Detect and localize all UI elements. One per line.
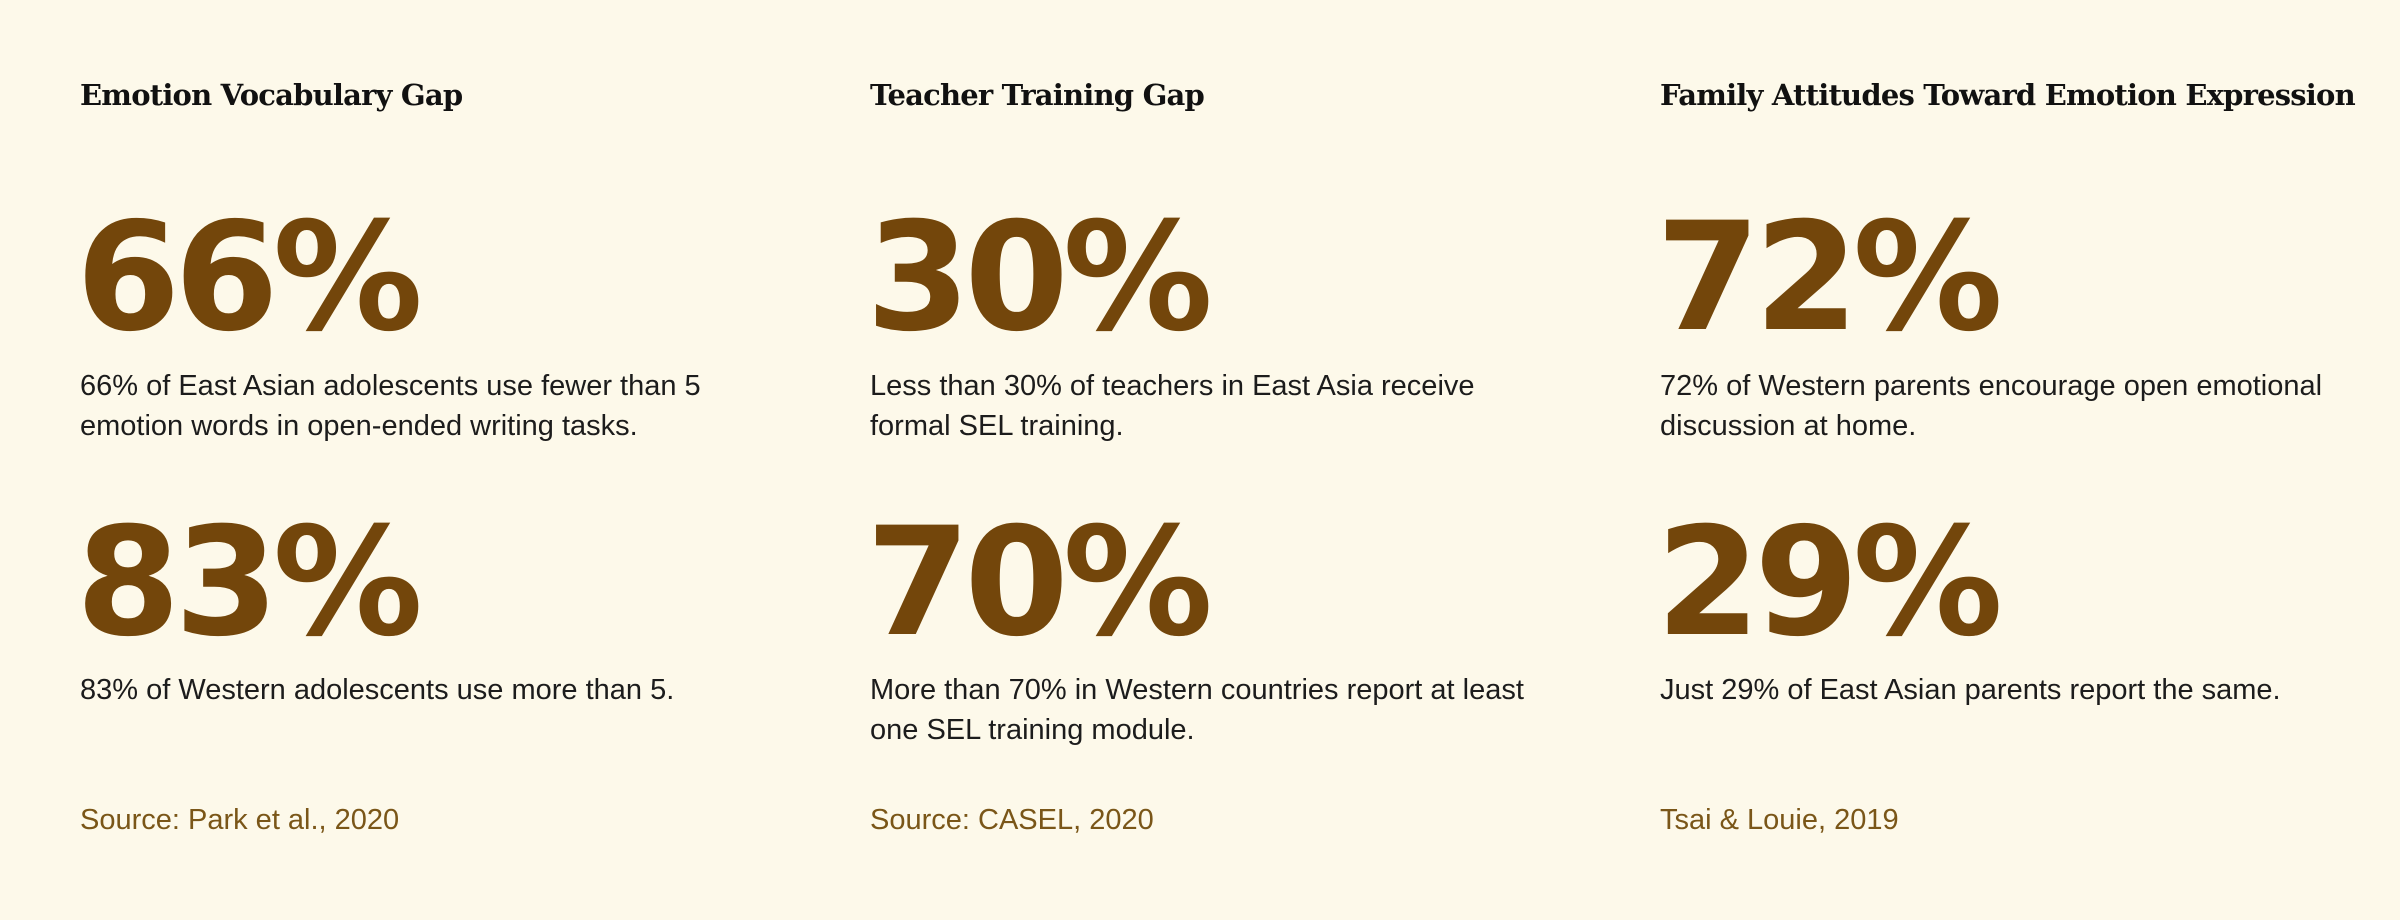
stat-value: 70% bbox=[866, 496, 1213, 670]
stat-value: 83% bbox=[76, 496, 423, 670]
source-citation: Tsai & Louie, 2019 bbox=[1660, 804, 1899, 836]
stat-description: Just 29% of East Asian parents report th… bbox=[1660, 674, 2281, 706]
stat-description: Less than 30% of teachers in East Asia r… bbox=[870, 370, 1475, 442]
column-title: Family Attitudes Toward Emotion Expressi… bbox=[1660, 78, 2356, 112]
source-citation: Source: CASEL, 2020 bbox=[870, 804, 1154, 836]
stat-value: 66% bbox=[76, 191, 423, 365]
stat-value: 30% bbox=[866, 191, 1213, 365]
stat-columns: Emotion Vocabulary Gap 66% 66% of East A… bbox=[76, 0, 2400, 920]
stat-value: 72% bbox=[1656, 191, 2003, 365]
column-family-attitudes: Family Attitudes Toward Emotion Expressi… bbox=[1656, 0, 2380, 920]
stat-description: 83% of Western adolescents use more than… bbox=[80, 674, 675, 706]
stat-description: 72% of Western parents encourage open em… bbox=[1660, 370, 2323, 442]
stat-description: More than 70% in Western countries repor… bbox=[870, 674, 1524, 746]
column-emotion-vocabulary-gap: Emotion Vocabulary Gap 66% 66% of East A… bbox=[76, 0, 800, 920]
column-teacher-training-gap: Teacher Training Gap 30% Less than 30% o… bbox=[866, 0, 1590, 920]
stat-value: 29% bbox=[1656, 496, 2003, 670]
stat-description: 66% of East Asian adolescents use fewer … bbox=[80, 370, 701, 442]
column-title: Emotion Vocabulary Gap bbox=[80, 78, 463, 112]
column-title: Teacher Training Gap bbox=[870, 78, 1205, 112]
source-citation: Source: Park et al., 2020 bbox=[80, 804, 400, 836]
